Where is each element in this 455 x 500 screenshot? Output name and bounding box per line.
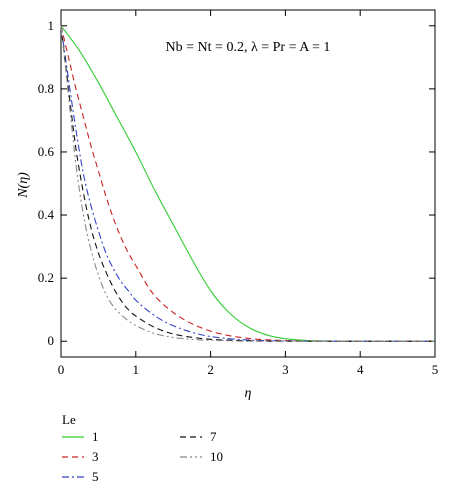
series-line-le-3: [60, 25, 435, 342]
y-tick-label: 0.2: [38, 270, 54, 285]
legend-label-le-5: 5: [92, 469, 99, 484]
x-axis-title: η: [245, 386, 252, 401]
y-tick-label: 1: [48, 18, 55, 33]
y-tick-label: 0: [48, 333, 55, 348]
axis-ticks: 0 1 2 3 4 5 0 0.2 0.4 0.6 0.8 1: [38, 10, 439, 377]
legend-title: Le: [62, 412, 76, 427]
plot-frame: [60, 9, 436, 358]
x-tick-label: 1: [133, 362, 140, 377]
x-tick-label: 4: [357, 362, 364, 377]
legend: 1 3 5 7 10: [62, 429, 223, 484]
y-tick-label: 0.4: [38, 207, 55, 222]
x-tick-label: 0: [58, 362, 65, 377]
y-axis-title: N(η): [16, 172, 31, 199]
plot-area: [60, 9, 436, 358]
series-line-le-7: [60, 25, 435, 342]
legend-label-le-3: 3: [92, 449, 99, 464]
series-line-le-5: [60, 25, 436, 342]
x-tick-label: 3: [282, 362, 289, 377]
x-tick-label: 5: [432, 362, 439, 377]
y-tick-label: 0.8: [38, 81, 54, 96]
legend-label-le-1: 1: [92, 429, 99, 444]
x-tick-label: 2: [207, 362, 214, 377]
series-layer: [60, 25, 436, 342]
legend-label-le-10: 10: [210, 449, 223, 464]
legend-label-le-7: 7: [210, 429, 217, 444]
series-line-le-10: [60, 25, 435, 342]
y-tick-label: 0.6: [38, 144, 55, 159]
parameter-annotation: Nb = Nt = 0.2, λ = Pr = A = 1: [166, 40, 331, 55]
